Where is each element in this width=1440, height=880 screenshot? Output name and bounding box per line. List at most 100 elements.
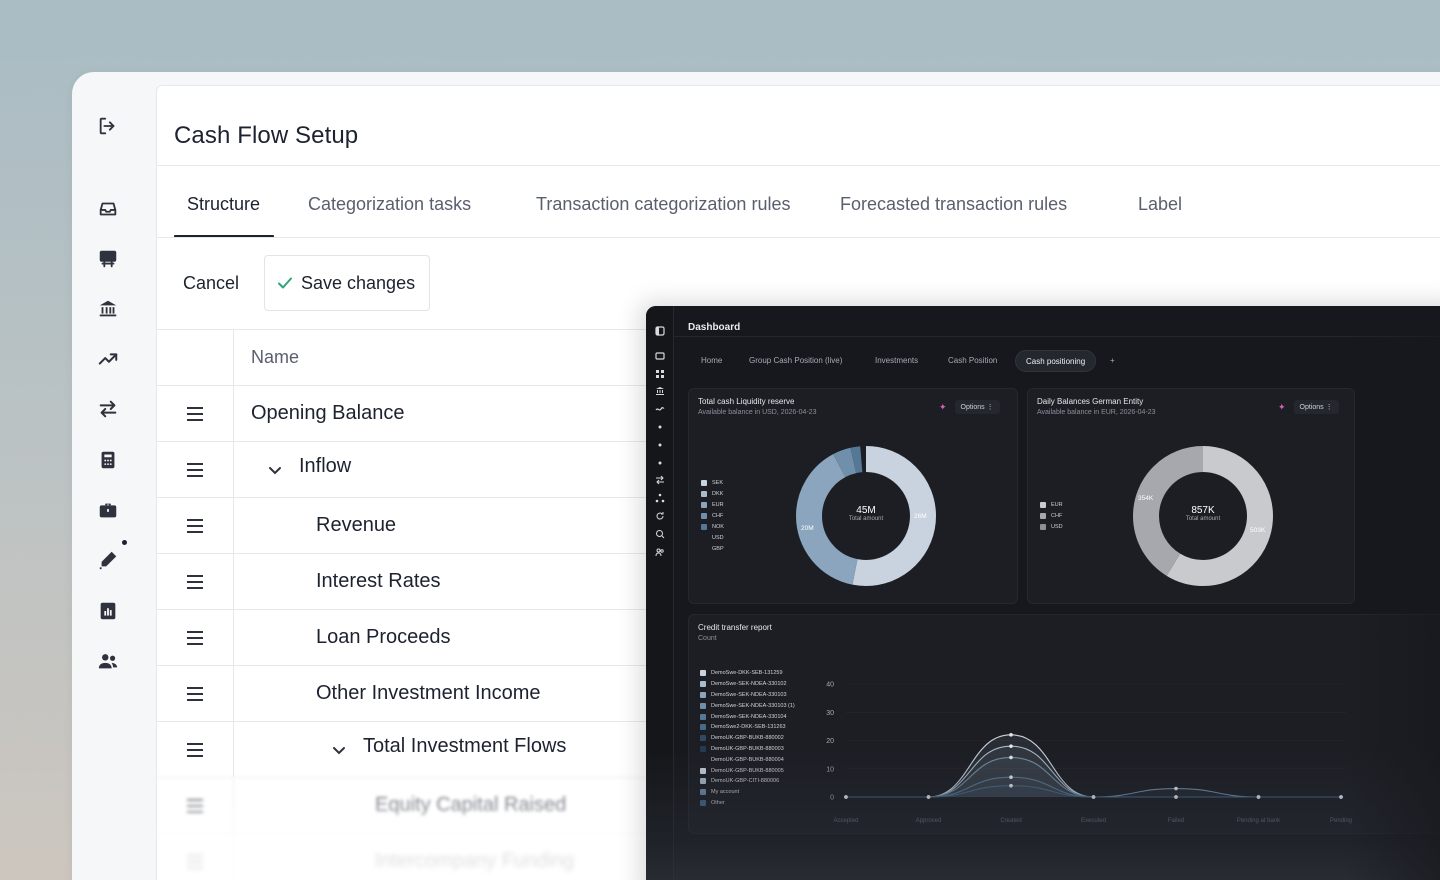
liquidity-reserve-card: Total cash Liquidity reserve Available b…: [688, 388, 1018, 604]
dashboard-tab-home[interactable]: Home: [701, 356, 723, 365]
tab-forecasted-transaction-rules[interactable]: Forecasted transaction rules: [840, 194, 1068, 214]
chevron-down-icon[interactable]: [267, 462, 283, 478]
data-point[interactable]: [1009, 783, 1013, 788]
drag-handle-icon[interactable]: [157, 778, 234, 833]
cancel-button[interactable]: Cancel: [183, 273, 240, 293]
y-tick-label: 0: [830, 795, 834, 802]
wave-icon[interactable]: [655, 401, 665, 411]
donut-data-label: 20M: [801, 525, 814, 532]
trend-up-icon[interactable]: [96, 347, 120, 371]
table-row[interactable]: Interest Rates: [157, 553, 857, 609]
table-row[interactable]: Total Investment Flows: [157, 721, 857, 777]
dot-icon[interactable]: [655, 455, 665, 465]
inbox-icon[interactable]: [96, 197, 120, 221]
briefcase-icon[interactable]: [96, 498, 120, 522]
drag-handle-icon[interactable]: [157, 554, 234, 609]
tab-categorization-tasks[interactable]: Categorization tasks: [308, 194, 472, 214]
x-tick-label: Created: [1000, 818, 1021, 824]
data-point[interactable]: [1009, 733, 1013, 737]
transfer-icon[interactable]: [655, 472, 665, 485]
series-line: [846, 776, 1341, 798]
donut-center: 45M Total amount: [836, 505, 896, 522]
options-button[interactable]: Options ⋮: [1293, 400, 1339, 414]
report-icon[interactable]: [96, 599, 120, 623]
dashboard-tab-group-cash-position[interactable]: Group Cash Position (live): [749, 356, 843, 365]
panel-icon[interactable]: [655, 323, 665, 336]
dashboard-tab-cash-position[interactable]: Cash Position: [948, 356, 998, 365]
legend-item: DemoSwe-SEK-NDEA-330102: [700, 679, 795, 690]
data-point[interactable]: [1174, 786, 1178, 791]
calculator-icon[interactable]: [96, 448, 120, 472]
legend-label: DemoSwe-SEK-NDEA-330103 (1): [711, 702, 795, 709]
data-point[interactable]: [1091, 795, 1096, 799]
data-point[interactable]: [1009, 775, 1013, 780]
options-group: ✦ Options ⋮: [939, 399, 1000, 415]
data-point[interactable]: [926, 795, 931, 799]
data-point[interactable]: [844, 795, 848, 799]
grid-icon[interactable]: [655, 366, 665, 378]
table-row[interactable]: Inflow: [157, 441, 857, 497]
data-point[interactable]: [1009, 755, 1013, 760]
dashboard-add-tab-button[interactable]: +: [1110, 356, 1115, 365]
search-icon[interactable]: [655, 526, 665, 539]
legend-label: DemoSwe-SEK-NDEA-330104: [711, 713, 787, 720]
options-button[interactable]: Options ⋮: [954, 400, 1000, 414]
donut-legend: SEK DKK EUR CHF NOK USD GBP: [701, 477, 724, 554]
legend-item: DemoSwe-SEK-NDEA-330104: [700, 711, 795, 722]
structure-table: Name Opening Balance Inflow Revenue Inte…: [157, 329, 857, 880]
pen-icon[interactable]: [96, 548, 120, 572]
dot-icon[interactable]: [655, 437, 665, 447]
legend-label: DemoUK-GBP-BUKB-880004: [711, 756, 784, 763]
legend-swatch: [700, 735, 706, 742]
chevron-down-icon[interactable]: [331, 742, 347, 758]
data-point[interactable]: [1256, 795, 1261, 799]
presentation-icon[interactable]: [96, 247, 120, 271]
dashboard-tab-cash-positioning[interactable]: Cash positioning: [1015, 350, 1097, 372]
data-point[interactable]: [1009, 744, 1013, 748]
tab-transaction-categorization-rules[interactable]: Transaction categorization rules: [536, 194, 791, 214]
data-point[interactable]: [1339, 795, 1343, 799]
table-row[interactable]: Opening Balance: [157, 385, 857, 441]
legend-swatch: [700, 713, 706, 720]
table-row[interactable]: Loan Proceeds: [157, 609, 857, 665]
drag-handle-icon[interactable]: [157, 610, 234, 665]
row-label: Inflow: [299, 455, 352, 477]
drag-handle-icon[interactable]: [157, 834, 234, 880]
y-tick-label: 40: [826, 682, 834, 689]
donut-total-value: 857K: [1191, 505, 1215, 516]
table-row[interactable]: Other Investment Income: [157, 665, 857, 721]
y-tick-label: 10: [826, 766, 834, 773]
inbox-icon[interactable]: [655, 348, 665, 360]
drag-handle-icon[interactable]: [157, 666, 234, 721]
tab-structure[interactable]: Structure: [187, 194, 261, 214]
refresh-icon[interactable]: [655, 508, 665, 520]
legend-item: EUR: [701, 499, 724, 510]
table-row[interactable]: Revenue: [157, 497, 857, 553]
logout-icon[interactable]: [96, 114, 120, 138]
drag-handle-icon[interactable]: [157, 722, 234, 777]
data-point[interactable]: [1174, 795, 1178, 799]
transfer-icon[interactable]: [96, 397, 120, 421]
legend-swatch: [700, 702, 706, 709]
save-button[interactable]: Save changes: [264, 255, 430, 311]
drag-handle-icon[interactable]: [157, 442, 234, 497]
bank-icon[interactable]: [96, 297, 120, 321]
header-divider: [157, 165, 1440, 166]
sparkle-icon[interactable]: ✦: [1278, 401, 1286, 412]
dot-icon[interactable]: [655, 419, 665, 429]
users-icon[interactable]: [96, 649, 120, 673]
page-title: Cash Flow Setup: [174, 122, 359, 149]
sparkle-icon[interactable]: ✦: [939, 401, 947, 412]
row-label: Loan Proceeds: [316, 626, 451, 648]
legend-label: DemoSwe2-DKK-SEB-131263: [711, 724, 786, 731]
tab-label[interactable]: Label: [1138, 194, 1183, 214]
balances-donut-chart: [1133, 446, 1273, 586]
drag-handle-icon[interactable]: [157, 386, 234, 441]
nodes-icon[interactable]: [655, 490, 665, 503]
bank-icon[interactable]: [655, 383, 665, 395]
dashboard-tab-investments[interactable]: Investments: [875, 356, 919, 365]
legend-swatch: [700, 767, 706, 774]
check-icon: [278, 277, 292, 289]
drag-handle-icon[interactable]: [157, 498, 234, 553]
users-icon[interactable]: [655, 544, 665, 557]
